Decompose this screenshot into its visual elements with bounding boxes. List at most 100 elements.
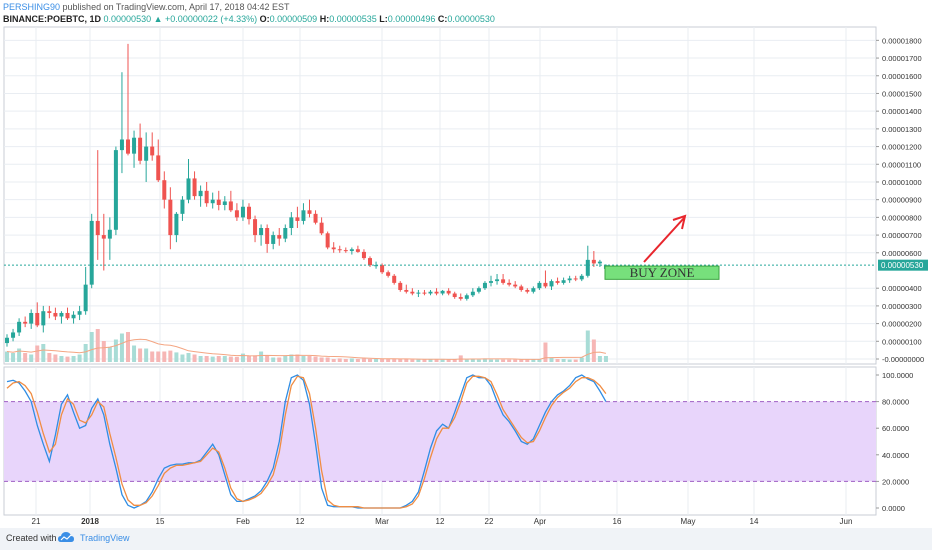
buy-zone-box[interactable] <box>604 265 720 280</box>
candle-body <box>156 155 161 181</box>
candle-body <box>53 312 58 317</box>
volume-bar <box>144 348 149 362</box>
volume-bar <box>180 354 185 362</box>
price-axis-label: 0.00000400 <box>882 284 922 293</box>
volume-bar <box>101 341 106 362</box>
candle-body <box>126 139 130 154</box>
candle-body <box>119 139 124 151</box>
candle-body <box>549 281 554 287</box>
candle-body <box>489 281 493 283</box>
target-arrow-shaft <box>643 217 685 263</box>
candle-body <box>198 190 203 197</box>
price-axis-label: 0.00000700 <box>882 231 922 240</box>
tradingview-brand-link[interactable]: TradingView <box>80 533 130 543</box>
candle-body <box>95 220 100 236</box>
candle-body <box>144 146 149 161</box>
volume-bar <box>47 353 52 362</box>
author-link[interactable]: PERSHING90 <box>3 2 61 12</box>
high-value: 0.00000535 <box>329 14 377 24</box>
stoch-rsi-pane[interactable]: 100.0000 80.0000 60.0000 40.0000 20.0000 0.00… <box>3 366 913 516</box>
candle-body <box>271 235 276 244</box>
candle-body <box>101 235 106 239</box>
price-pane[interactable]: BUY ZONE 0.000018000.000017000.000016000… <box>3 26 928 365</box>
candle-body <box>204 190 209 204</box>
price-axis-label: 0.00001200 <box>882 143 922 152</box>
candle-body <box>283 228 288 239</box>
candle-body <box>59 312 64 317</box>
candle-body <box>107 229 112 239</box>
candle-body <box>525 289 530 292</box>
candle-body <box>83 284 88 312</box>
candle-body <box>398 282 403 290</box>
time-axis-label: Feb <box>236 517 250 526</box>
price-axis-label: 0.00001000 <box>882 178 922 187</box>
volume-bar <box>29 354 34 362</box>
price-axis-label: 0.00001300 <box>882 125 922 134</box>
created-with-text: Created with <box>6 533 57 543</box>
candle-body <box>138 137 143 161</box>
candle-body <box>150 146 155 156</box>
volume-bar <box>386 359 391 362</box>
volume-bar <box>301 356 306 362</box>
volume-bar <box>204 356 209 362</box>
candle-body <box>277 235 282 239</box>
candle-body <box>77 311 82 315</box>
candle-body <box>222 201 227 205</box>
candle-body <box>495 279 500 282</box>
candle-body <box>531 288 536 292</box>
volume-bar <box>283 356 288 362</box>
target-arrow-head <box>672 214 687 230</box>
close-label: C: <box>437 14 448 24</box>
time-axis-label: 12 <box>436 517 445 526</box>
candle-body <box>132 137 137 154</box>
close-value: 0.00000530 <box>447 14 495 24</box>
time-axis-label: 15 <box>156 517 165 526</box>
volume-bar <box>489 359 493 362</box>
candle-body <box>482 282 487 289</box>
price-axis-label: 0.00000600 <box>882 249 922 258</box>
price-axis-label: 0.00001500 <box>882 89 922 98</box>
volume-bar <box>585 330 590 362</box>
candle-body <box>325 233 330 248</box>
candle-body <box>23 321 28 324</box>
chart-canvas[interactable]: BUY ZONE 0.000018000.000017000.000016000… <box>0 0 932 528</box>
volume-bar <box>228 356 233 362</box>
candles <box>5 43 608 347</box>
candle-body <box>174 213 179 236</box>
volume-bar <box>591 339 596 362</box>
volume-bar <box>361 358 366 362</box>
volume-bar <box>597 356 602 362</box>
volume-bar <box>271 357 276 362</box>
volume-bar <box>132 345 137 362</box>
volume-bar <box>138 348 143 362</box>
volume-bar <box>295 354 300 362</box>
candle-body <box>343 250 348 252</box>
last-value: 0.00000530 <box>103 14 152 24</box>
volume-bar <box>355 359 360 362</box>
open-value: 0.00000509 <box>269 14 318 24</box>
open-label: O: <box>259 14 270 24</box>
price-axis: 0.00001800 0.00001700 0.00001600 0.00001500… <box>876 36 924 364</box>
candle-body <box>247 206 251 220</box>
volume-bar <box>35 345 40 362</box>
stoch-rsi-axis-label: 0.0000 <box>882 504 905 513</box>
volume-bar <box>113 339 118 362</box>
volume-bar <box>210 356 215 362</box>
volume-bar <box>440 359 445 362</box>
time-axis-label: Apr <box>534 517 547 526</box>
candle-body <box>11 332 16 338</box>
volume-bar <box>253 355 258 362</box>
volume-bar <box>549 357 554 362</box>
volume-bar <box>71 356 76 362</box>
volume-bar <box>525 359 530 362</box>
volume-bar <box>603 356 608 362</box>
candle-body <box>446 290 451 294</box>
candle-body <box>458 297 463 299</box>
volume-bar <box>59 356 64 362</box>
stoch-rsi-d-line <box>6 375 607 509</box>
price-axis-label: 0.00000300 <box>882 302 922 311</box>
candle-body <box>259 228 264 236</box>
buy-zone-label: BUY ZONE <box>630 265 695 280</box>
price-axis-label: 0.00001700 <box>882 54 922 63</box>
candle-body <box>65 312 70 319</box>
